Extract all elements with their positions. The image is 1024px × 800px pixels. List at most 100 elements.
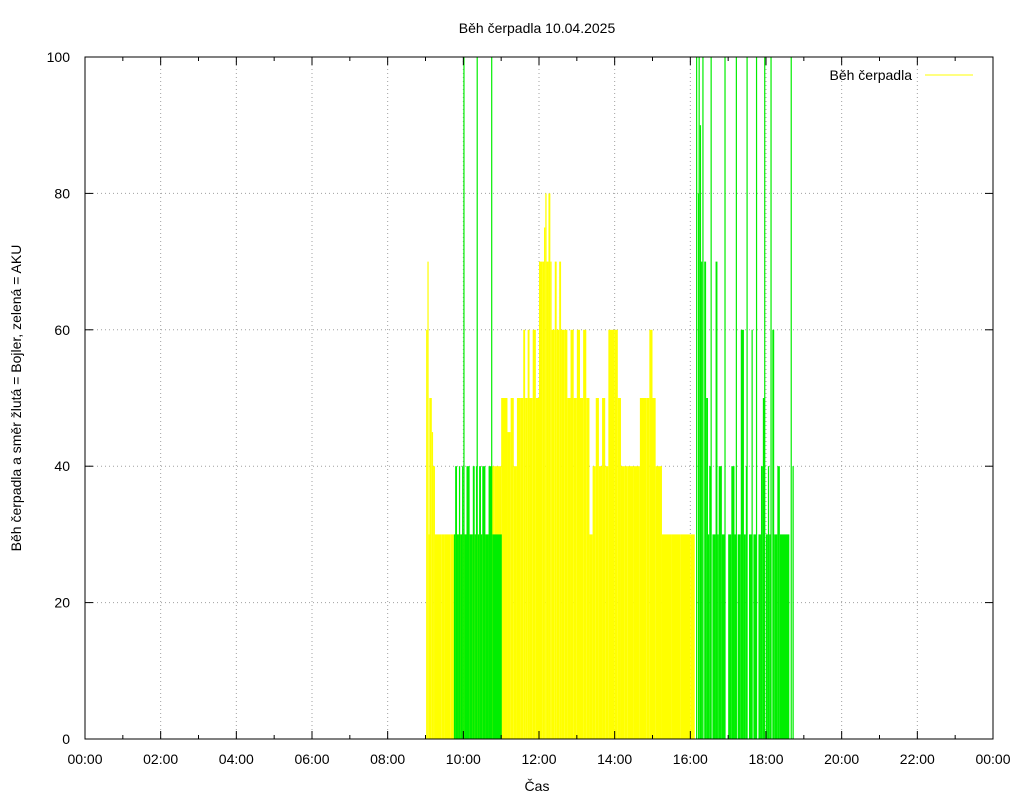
x-tick-label: 14:00 (597, 751, 632, 767)
data-bar (561, 329, 565, 739)
data-bar (479, 466, 481, 739)
data-bar (482, 466, 486, 739)
data-bar (762, 398, 765, 739)
data-bar (743, 534, 746, 739)
data-bar (777, 466, 780, 739)
x-tick-label: 00:00 (975, 751, 1010, 767)
data-bar (539, 261, 543, 739)
data-bar (523, 329, 526, 739)
data-bar (462, 466, 464, 739)
data-bar (469, 534, 473, 739)
data-bar (466, 466, 470, 739)
data-bar (529, 398, 533, 739)
data-bar (792, 466, 794, 739)
data-bar (441, 534, 445, 739)
data-bar (532, 329, 536, 739)
data-bar (510, 398, 514, 739)
data-bar (745, 466, 748, 739)
data-marks (426, 57, 794, 739)
data-bar (464, 534, 467, 739)
data-bar (564, 329, 568, 739)
data-bar (715, 261, 718, 739)
data-bar (701, 261, 703, 739)
data-bar (480, 534, 483, 739)
x-tick-label: 06:00 (294, 751, 329, 767)
data-bar (633, 466, 640, 739)
axis-ticks (84, 56, 994, 740)
data-bar (520, 398, 524, 739)
data-bar (661, 534, 672, 739)
x-tick-label: 02:00 (143, 751, 178, 767)
data-bar (605, 466, 609, 739)
data-bar (551, 329, 555, 739)
data-bar (542, 261, 545, 739)
y-tick-label: 60 (54, 322, 70, 338)
data-bar (608, 329, 615, 739)
data-bar (649, 329, 653, 739)
data-bar (444, 534, 451, 739)
data-bar (760, 466, 763, 739)
data-bar (535, 398, 539, 739)
data-bar (589, 534, 593, 739)
data-bar (627, 466, 634, 739)
data-bar (602, 398, 606, 739)
data-bar (458, 466, 461, 739)
y-axis-label: Běh čerpadla a směr žlutá = Bojler, zele… (8, 245, 24, 552)
data-bar (453, 534, 456, 739)
data-bar (559, 261, 562, 739)
data-bar (693, 534, 695, 739)
data-bar (546, 261, 549, 739)
y-tick-label: 0 (62, 731, 70, 747)
data-bar (758, 534, 761, 739)
data-bar (731, 466, 735, 739)
data-bar (513, 466, 517, 739)
x-axis-label: Čas (525, 778, 550, 794)
data-bar (492, 534, 502, 739)
data-bar (774, 534, 778, 739)
data-bar (516, 398, 521, 739)
data-bar (455, 466, 458, 739)
data-bar (767, 466, 770, 739)
data-bar (734, 534, 737, 739)
data-bar (544, 227, 546, 739)
data-bar (748, 534, 753, 739)
data-bar (434, 534, 442, 739)
data-bar (690, 534, 694, 739)
y-tick-labels: 0 20 40 60 80 100 (47, 49, 71, 747)
data-bar (598, 466, 603, 739)
data-bar (460, 534, 463, 739)
y-tick-label: 80 (54, 185, 70, 201)
data-bar (426, 329, 428, 739)
data-bar (450, 534, 454, 739)
data-bar (712, 534, 716, 739)
data-bar (737, 534, 741, 739)
data-bar (614, 329, 618, 739)
data-bar (475, 466, 478, 739)
data-bar (567, 398, 571, 739)
data-bar (576, 329, 580, 739)
data-bar (431, 432, 434, 739)
data-bar (718, 466, 722, 739)
data-bar (570, 329, 574, 739)
data-bar (697, 193, 700, 739)
data-bar (704, 261, 707, 739)
data-bar (477, 534, 480, 739)
x-tick-label: 18:00 (748, 751, 783, 767)
data-bar (709, 466, 712, 739)
data-bar (639, 398, 647, 739)
data-bar (579, 398, 584, 739)
legend: Běh čerpadla (829, 67, 973, 83)
data-bar (753, 534, 757, 739)
y-tick-label: 100 (47, 49, 71, 65)
x-tick-label: 12:00 (521, 751, 556, 767)
data-bar (548, 193, 551, 739)
data-bar (766, 534, 768, 739)
data-bar (707, 534, 710, 739)
data-bar (617, 398, 621, 739)
x-tick-label: 16:00 (673, 751, 708, 767)
data-bar (472, 466, 475, 739)
data-bar (428, 534, 430, 739)
data-bar (550, 261, 552, 739)
data-bar (624, 466, 628, 739)
